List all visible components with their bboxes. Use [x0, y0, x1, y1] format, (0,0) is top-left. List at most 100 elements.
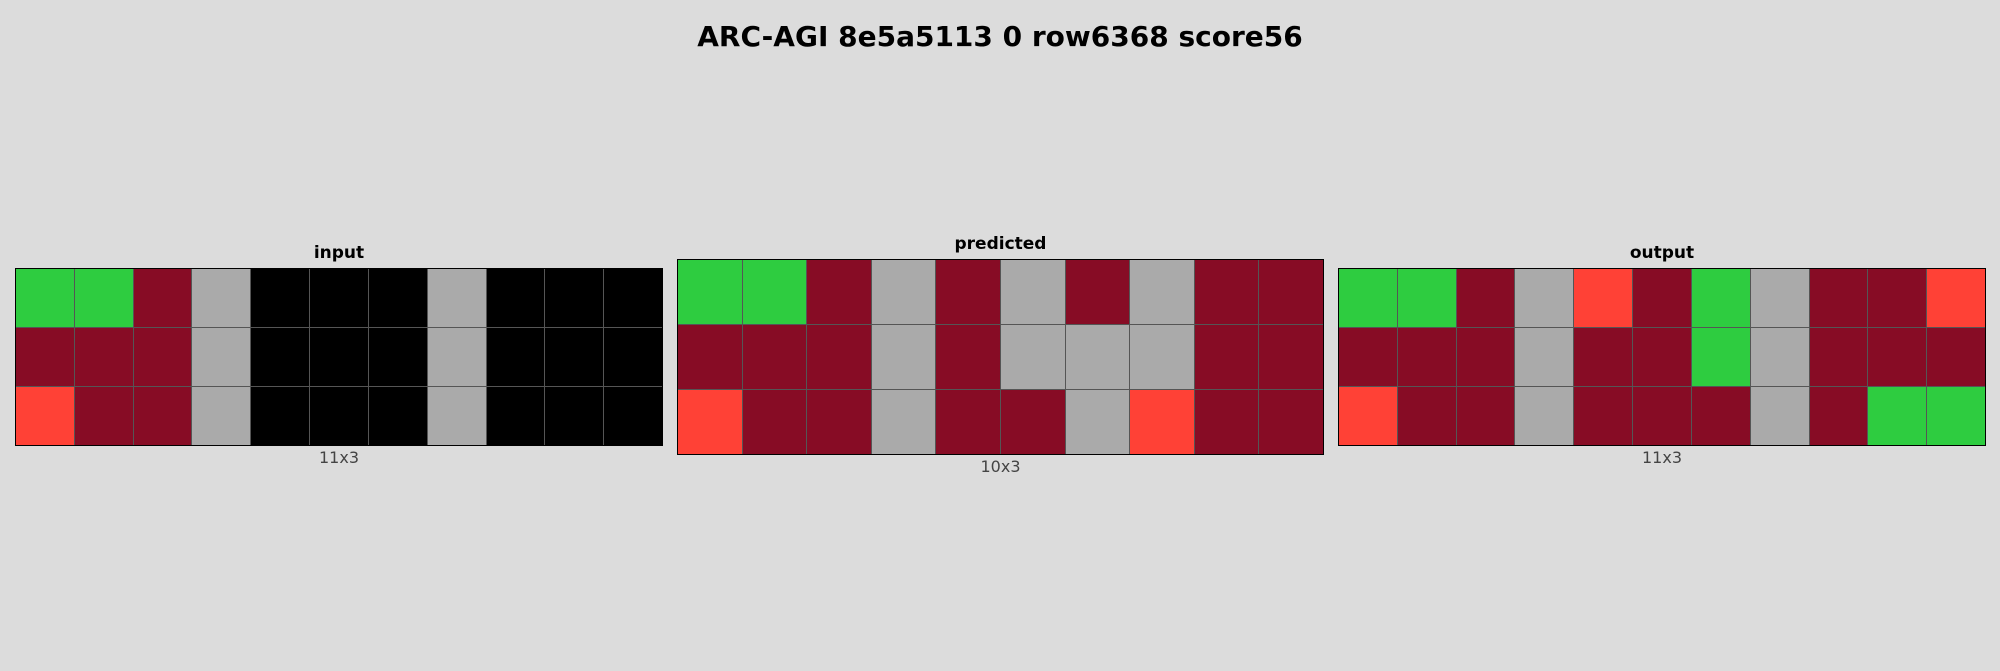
predicted-cell-r0-c7	[1130, 260, 1194, 324]
figure-title: ARC-AGI 8e5a5113 0 row6368 score56	[697, 20, 1303, 53]
input-cell-r0-c2	[133, 269, 192, 327]
output-cell-r0-c9	[1868, 269, 1927, 327]
input-cell-r2-c0	[16, 387, 74, 445]
predicted-cell-r1-c8	[1194, 325, 1259, 389]
output-cell-r2-c7	[1750, 387, 1809, 445]
output-cell-r1-c10	[1927, 328, 1985, 386]
output-cell-r2-c0	[1339, 387, 1397, 445]
predicted-cell-r0-c1	[742, 260, 807, 324]
predicted-cell-r0-c3	[871, 260, 936, 324]
output-cell-r0-c4	[1574, 269, 1633, 327]
input-cell-r0-c8	[486, 269, 545, 327]
input-cell-r0-c9	[545, 269, 604, 327]
output-cell-r2-c4	[1574, 387, 1633, 445]
output-cell-r1-c4	[1574, 328, 1633, 386]
predicted-cell-r1-c4	[936, 325, 1000, 389]
predicted-cell-r1-c3	[871, 325, 936, 389]
output-cell-r0-c6	[1691, 269, 1750, 327]
predicted-cell-r1-c9	[1259, 325, 1323, 389]
input-cell-r0-c5	[310, 269, 368, 327]
predicted-cell-r2-c3	[871, 390, 936, 454]
predicted-label: predicted	[954, 234, 1047, 254]
predicted-cell-r2-c7	[1130, 390, 1194, 454]
output-cell-r1-c1	[1397, 328, 1456, 386]
predicted-cell-r0-c5	[1000, 260, 1065, 324]
predicted-cell-r0-c2	[807, 260, 871, 324]
input-label: input	[313, 243, 365, 263]
predicted-grid	[677, 259, 1324, 455]
output-cell-r1-c2	[1456, 328, 1515, 386]
predicted-cell-r2-c2	[807, 390, 871, 454]
input-cell-r1-c6	[368, 328, 427, 386]
output-cell-r1-c6	[1691, 328, 1750, 386]
input-panel: input 11x3	[15, 0, 663, 671]
predicted-dims: 10x3	[980, 457, 1021, 476]
input-cell-r1-c0	[16, 328, 74, 386]
predicted-cell-r1-c2	[807, 325, 871, 389]
output-cell-r0-c2	[1456, 269, 1515, 327]
output-cell-r1-c3	[1515, 328, 1574, 386]
output-cell-r1-c9	[1868, 328, 1927, 386]
output-cell-r0-c0	[1339, 269, 1397, 327]
predicted-cell-r1-c6	[1065, 325, 1130, 389]
output-cell-r0-c8	[1809, 269, 1868, 327]
output-cell-r2-c10	[1927, 387, 1985, 445]
output-cell-r1-c0	[1339, 328, 1397, 386]
predicted-cell-r0-c9	[1259, 260, 1323, 324]
predicted-cell-r1-c7	[1130, 325, 1194, 389]
input-cell-r2-c1	[74, 387, 133, 445]
input-cell-r2-c3	[192, 387, 251, 445]
predicted-cell-r2-c0	[678, 390, 742, 454]
input-cell-r1-c8	[486, 328, 545, 386]
input-cell-r1-c1	[74, 328, 133, 386]
predicted-cell-r2-c5	[1000, 390, 1065, 454]
output-label: output	[1629, 243, 1695, 263]
input-cell-r2-c4	[251, 387, 310, 445]
output-cell-r1-c7	[1750, 328, 1809, 386]
output-cell-r2-c8	[1809, 387, 1868, 445]
predicted-cell-r2-c4	[936, 390, 1000, 454]
input-cell-r1-c2	[133, 328, 192, 386]
input-cell-r1-c3	[192, 328, 251, 386]
predicted-panel: predicted 10x3	[677, 0, 1324, 671]
output-cell-r1-c8	[1809, 328, 1868, 386]
input-cell-r0-c4	[251, 269, 310, 327]
output-cell-r2-c1	[1397, 387, 1456, 445]
output-cell-r2-c2	[1456, 387, 1515, 445]
output-cell-r0-c5	[1633, 269, 1691, 327]
output-cell-r2-c6	[1691, 387, 1750, 445]
input-cell-r1-c10	[604, 328, 662, 386]
input-cell-r1-c7	[427, 328, 486, 386]
predicted-cell-r2-c1	[742, 390, 807, 454]
input-cell-r2-c7	[427, 387, 486, 445]
predicted-cell-r2-c6	[1065, 390, 1130, 454]
input-cell-r0-c0	[16, 269, 74, 327]
input-cell-r2-c10	[604, 387, 662, 445]
output-cell-r0-c7	[1750, 269, 1809, 327]
input-cell-r2-c9	[545, 387, 604, 445]
output-cell-r2-c5	[1633, 387, 1691, 445]
predicted-cell-r1-c1	[742, 325, 807, 389]
predicted-cell-r0-c8	[1194, 260, 1259, 324]
output-dims: 11x3	[1641, 448, 1682, 467]
input-cell-r2-c5	[310, 387, 368, 445]
output-cell-r2-c9	[1868, 387, 1927, 445]
output-cell-r0-c1	[1397, 269, 1456, 327]
input-cell-r0-c3	[192, 269, 251, 327]
predicted-cell-r1-c5	[1000, 325, 1065, 389]
predicted-cell-r0-c0	[678, 260, 742, 324]
predicted-cell-r2-c9	[1259, 390, 1323, 454]
output-cell-r0-c10	[1927, 269, 1985, 327]
input-cell-r1-c5	[310, 328, 368, 386]
input-dims: 11x3	[318, 448, 359, 467]
input-cell-r2-c6	[368, 387, 427, 445]
predicted-cell-r2-c8	[1194, 390, 1259, 454]
input-cell-r0-c10	[604, 269, 662, 327]
input-cell-r0-c6	[368, 269, 427, 327]
input-grid	[15, 268, 663, 446]
output-panel: output 11x3	[1338, 0, 1986, 671]
output-cell-r2-c3	[1515, 387, 1574, 445]
predicted-cell-r0-c6	[1065, 260, 1130, 324]
predicted-cell-r0-c4	[936, 260, 1000, 324]
input-cell-r1-c9	[545, 328, 604, 386]
